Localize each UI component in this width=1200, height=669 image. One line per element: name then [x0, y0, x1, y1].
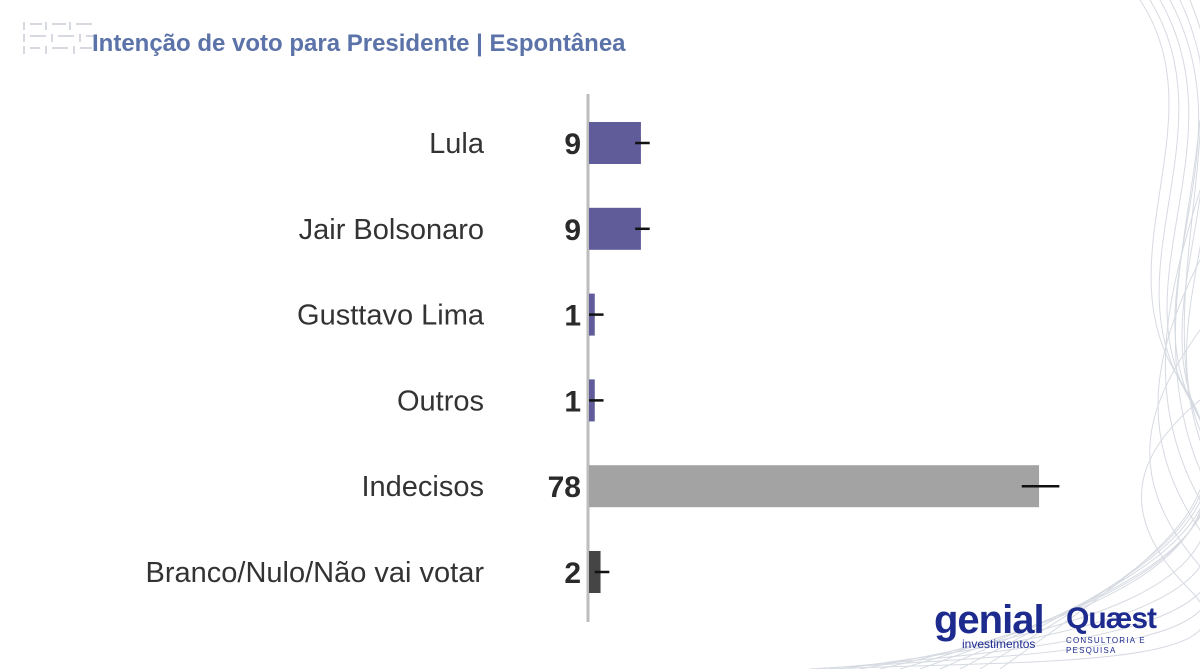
category-label: Jair Bolsonaro	[299, 214, 484, 246]
chart-title: Intenção de voto para Presidente | Espon…	[92, 30, 626, 57]
category-label: Gusttavo Lima	[297, 300, 485, 332]
bar	[589, 122, 641, 164]
bar	[589, 465, 1040, 508]
bar	[589, 207, 641, 250]
brand-mark-icon	[23, 22, 94, 54]
data-label: 1	[564, 300, 581, 333]
genial-logo-name: genial	[934, 598, 1045, 642]
category-label: Branco/Nulo/Não vai votar	[146, 557, 485, 589]
quaest-logo-name: Quæst	[1066, 602, 1157, 635]
category-label: Lula	[429, 128, 485, 160]
genial-logo: genial investimentos	[934, 600, 1050, 650]
quaest-logo: Quæst CONSULTORIA E PESQUISA	[1066, 602, 1178, 656]
category-label: Outros	[397, 385, 484, 417]
quaest-logo-subtitle: CONSULTORIA E PESQUISA	[1066, 636, 1146, 655]
data-label: 2	[564, 557, 581, 590]
data-label: 1	[564, 385, 581, 418]
data-label: 78	[548, 471, 581, 504]
genial-logo-subtitle: investimentos	[962, 637, 1036, 651]
data-label: 9	[564, 128, 581, 161]
category-label: Indecisos	[361, 471, 484, 503]
data-label: 9	[564, 214, 581, 247]
